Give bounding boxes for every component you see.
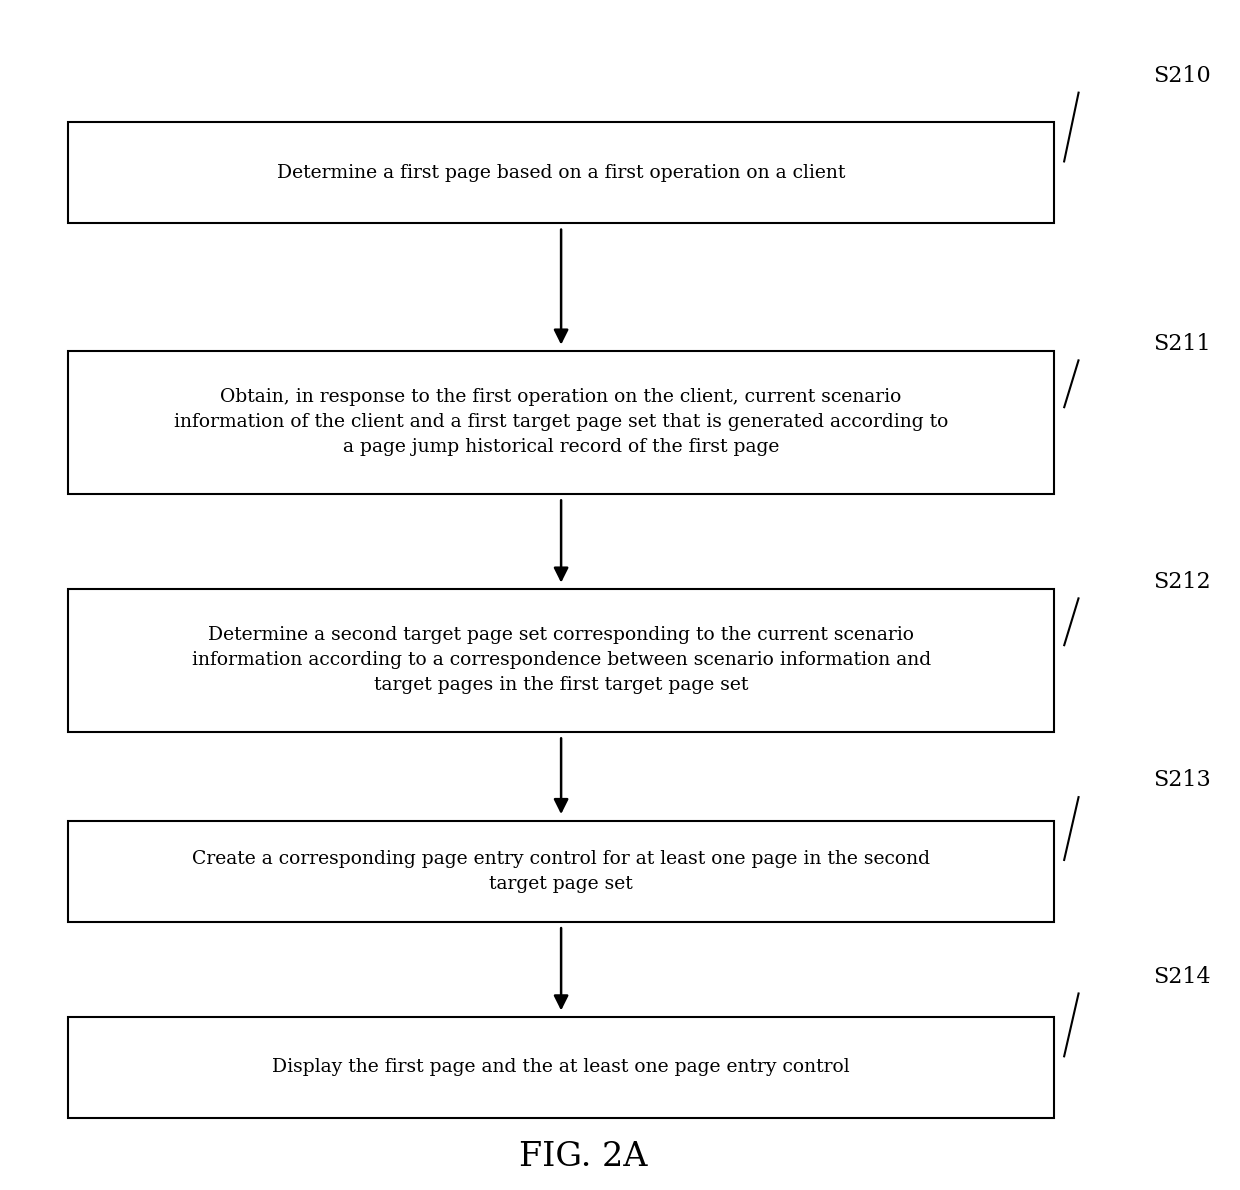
Bar xyxy=(68,351,1054,494)
Bar xyxy=(68,821,1054,921)
Text: Display the first page and the at least one page entry control: Display the first page and the at least … xyxy=(273,1058,849,1077)
Text: S213: S213 xyxy=(1153,770,1211,791)
Text: FIG. 2A: FIG. 2A xyxy=(518,1141,647,1172)
Text: S211: S211 xyxy=(1153,333,1210,355)
Text: S214: S214 xyxy=(1153,966,1210,988)
Bar xyxy=(68,1016,1054,1119)
Text: Create a corresponding page entry control for at least one page in the second
ta: Create a corresponding page entry contro… xyxy=(192,850,930,892)
Text: Determine a second target page set corresponding to the current scenario
informa: Determine a second target page set corre… xyxy=(191,626,931,695)
Text: S212: S212 xyxy=(1153,571,1210,593)
Bar xyxy=(68,589,1054,732)
Text: S210: S210 xyxy=(1153,65,1211,87)
Text: Obtain, in response to the first operation on the client, current scenario
infor: Obtain, in response to the first operati… xyxy=(174,388,949,457)
Bar xyxy=(68,123,1054,224)
Text: Determine a first page based on a first operation on a client: Determine a first page based on a first … xyxy=(277,163,846,182)
